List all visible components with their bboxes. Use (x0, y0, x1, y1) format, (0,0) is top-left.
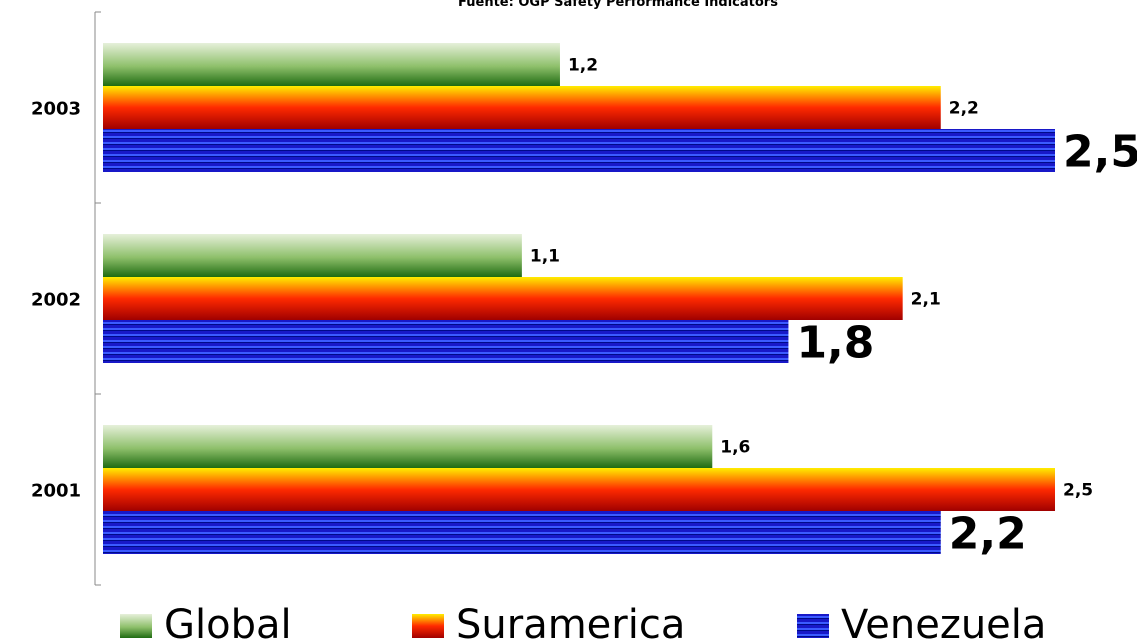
legend: Global Suramerica Venezuela (120, 602, 1046, 644)
bar-group-2002: 2002 1,1 2,1 1,8 (31, 234, 941, 369)
legend-item-venezuela: Venezuela (797, 602, 1046, 644)
data-label: 1,2 (568, 56, 598, 76)
legend-label: Suramerica (456, 602, 685, 644)
category-label: 2003 (31, 99, 81, 120)
data-label: 1,1 (530, 247, 560, 267)
data-label: 2,5 (1063, 127, 1137, 178)
legend-label: Venezuela (841, 602, 1046, 644)
category-label: 2001 (31, 481, 81, 502)
bar-suramerica-2003 (103, 86, 941, 129)
bar-group-2003: 2003 1,2 2,2 2,5 (31, 43, 1137, 178)
bar-suramerica-2001 (103, 468, 1055, 511)
legend-label: Global (164, 602, 292, 644)
category-label: 2002 (31, 290, 81, 311)
legend-swatch (797, 614, 829, 638)
legend-swatch (120, 614, 152, 638)
bar-venezuela-2002 (103, 320, 789, 363)
y-axis (94, 11, 101, 586)
data-label: 1,6 (720, 438, 750, 458)
chart-title: Fuente: OGP Safety Performance Indicator… (458, 0, 778, 10)
data-label: 2,5 (1063, 481, 1093, 501)
legend-item-global: Global (120, 602, 292, 644)
bar-global-2003 (103, 43, 560, 86)
data-label: 2,1 (911, 290, 941, 310)
legend-swatch (412, 614, 444, 638)
data-label: 2,2 (949, 99, 979, 119)
data-label: 1,8 (796, 318, 874, 369)
bar-group-2001: 2001 1,6 2,5 2,2 (31, 425, 1093, 560)
bar-suramerica-2002 (103, 277, 903, 320)
bar-global-2001 (103, 425, 713, 468)
bar-venezuela-2003 (103, 129, 1055, 172)
legend-item-suramerica: Suramerica (412, 602, 685, 644)
data-label: 2,2 (949, 509, 1027, 560)
bar-venezuela-2001 (103, 511, 941, 554)
bar-global-2002 (103, 234, 522, 277)
